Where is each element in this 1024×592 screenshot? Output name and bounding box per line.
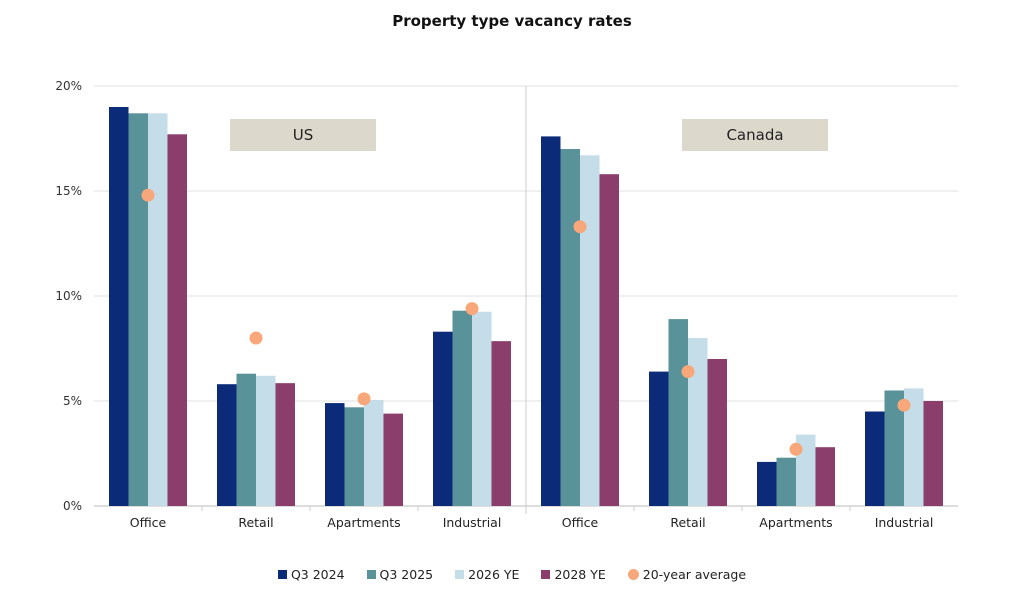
average-dot: [681, 365, 695, 379]
x-category-label: Retail: [238, 515, 273, 530]
legend: Q3 2024 Q3 2025 2026 YE 2028 YE 20-year aver…: [0, 567, 1024, 582]
x-category-label: Apartments: [759, 515, 832, 530]
y-tick-label: 10%: [55, 289, 82, 303]
x-category-label: Industrial: [443, 515, 502, 530]
bar-q3-2025: [560, 149, 580, 506]
x-category-label: Apartments: [327, 515, 400, 530]
legend-swatch: [541, 570, 551, 579]
plot-area: 0% 5% 10% 15% 20% US Canada Office Retail Apartme…: [55, 79, 958, 530]
y-tick-label: 20%: [55, 79, 82, 93]
legend-item: 2026 YE: [455, 567, 519, 582]
chart-title: Property type vacancy rates: [392, 12, 632, 30]
bar-2028-ye: [923, 401, 943, 506]
legend-swatch: [366, 570, 376, 579]
bar-q3-2024: [109, 107, 129, 506]
bar-q3-2025: [668, 319, 688, 506]
average-dot: [141, 188, 155, 202]
bar-q3-2025: [452, 310, 472, 506]
legend-swatch: [455, 570, 465, 579]
bar-q3-2024: [865, 411, 885, 506]
bar-q3-2025: [776, 457, 796, 506]
bar-q3-2024: [649, 371, 669, 506]
bar-q3-2025: [128, 113, 148, 507]
y-tick-label: 0%: [63, 499, 82, 513]
bar-q3-2024: [217, 384, 237, 506]
bar-2026-ye: [688, 338, 708, 506]
bar-2026-ye: [256, 375, 276, 506]
x-category-label: Industrial: [875, 515, 934, 530]
bar-q3-2024: [433, 331, 453, 506]
bar-q3-2025: [884, 390, 904, 506]
bar-2026-ye: [580, 155, 600, 507]
average-dot: [573, 220, 587, 234]
bar-2028-ye: [599, 174, 619, 506]
bar-2026-ye: [148, 113, 168, 507]
bar-q3-2024: [757, 461, 777, 506]
legend-item: 20-year average: [627, 567, 747, 582]
bar-q3-2024: [541, 136, 561, 506]
bar-2026-ye: [904, 388, 924, 506]
legend-swatch: [627, 569, 639, 580]
legend-label: 2026 YE: [468, 567, 520, 582]
legend-label: Q3 2025: [379, 567, 434, 582]
legend-label: Q3 2024: [290, 567, 345, 582]
bar-q3-2025: [236, 373, 256, 506]
bar-q3-2024: [325, 403, 345, 506]
legend-item: Q3 2025: [366, 567, 434, 582]
average-dot: [897, 398, 911, 412]
bar-2028-ye: [167, 134, 187, 507]
legend-label: 20-year average: [642, 567, 747, 582]
legend-label: 2028 YE: [554, 567, 606, 582]
bar-2026-ye: [364, 399, 384, 506]
legend-swatch: [277, 570, 287, 579]
x-category-label: Office: [130, 515, 167, 530]
panel-label-box: [682, 119, 828, 151]
panel-label-box: [230, 119, 376, 151]
y-tick-label: 5%: [63, 394, 82, 408]
average-dot: [465, 302, 479, 316]
legend-item: Q3 2024: [277, 567, 345, 582]
bar-2028-ye: [707, 359, 727, 506]
panel-label: Canada: [726, 126, 783, 144]
bar-2028-ye: [275, 383, 295, 506]
legend-item: 2028 YE: [541, 567, 606, 582]
average-dot: [789, 442, 803, 456]
average-dot: [249, 331, 263, 345]
panel-label: US: [293, 126, 314, 144]
bar-q3-2025: [344, 407, 364, 506]
x-category-label: Office: [562, 515, 599, 530]
bar-2028-ye: [491, 341, 511, 506]
bar-2028-ye: [815, 447, 835, 506]
bar-2026-ye: [472, 311, 492, 506]
x-category-label: Retail: [670, 515, 705, 530]
bar-2028-ye: [383, 413, 403, 506]
average-dot: [357, 392, 371, 406]
y-tick-label: 15%: [55, 184, 82, 198]
